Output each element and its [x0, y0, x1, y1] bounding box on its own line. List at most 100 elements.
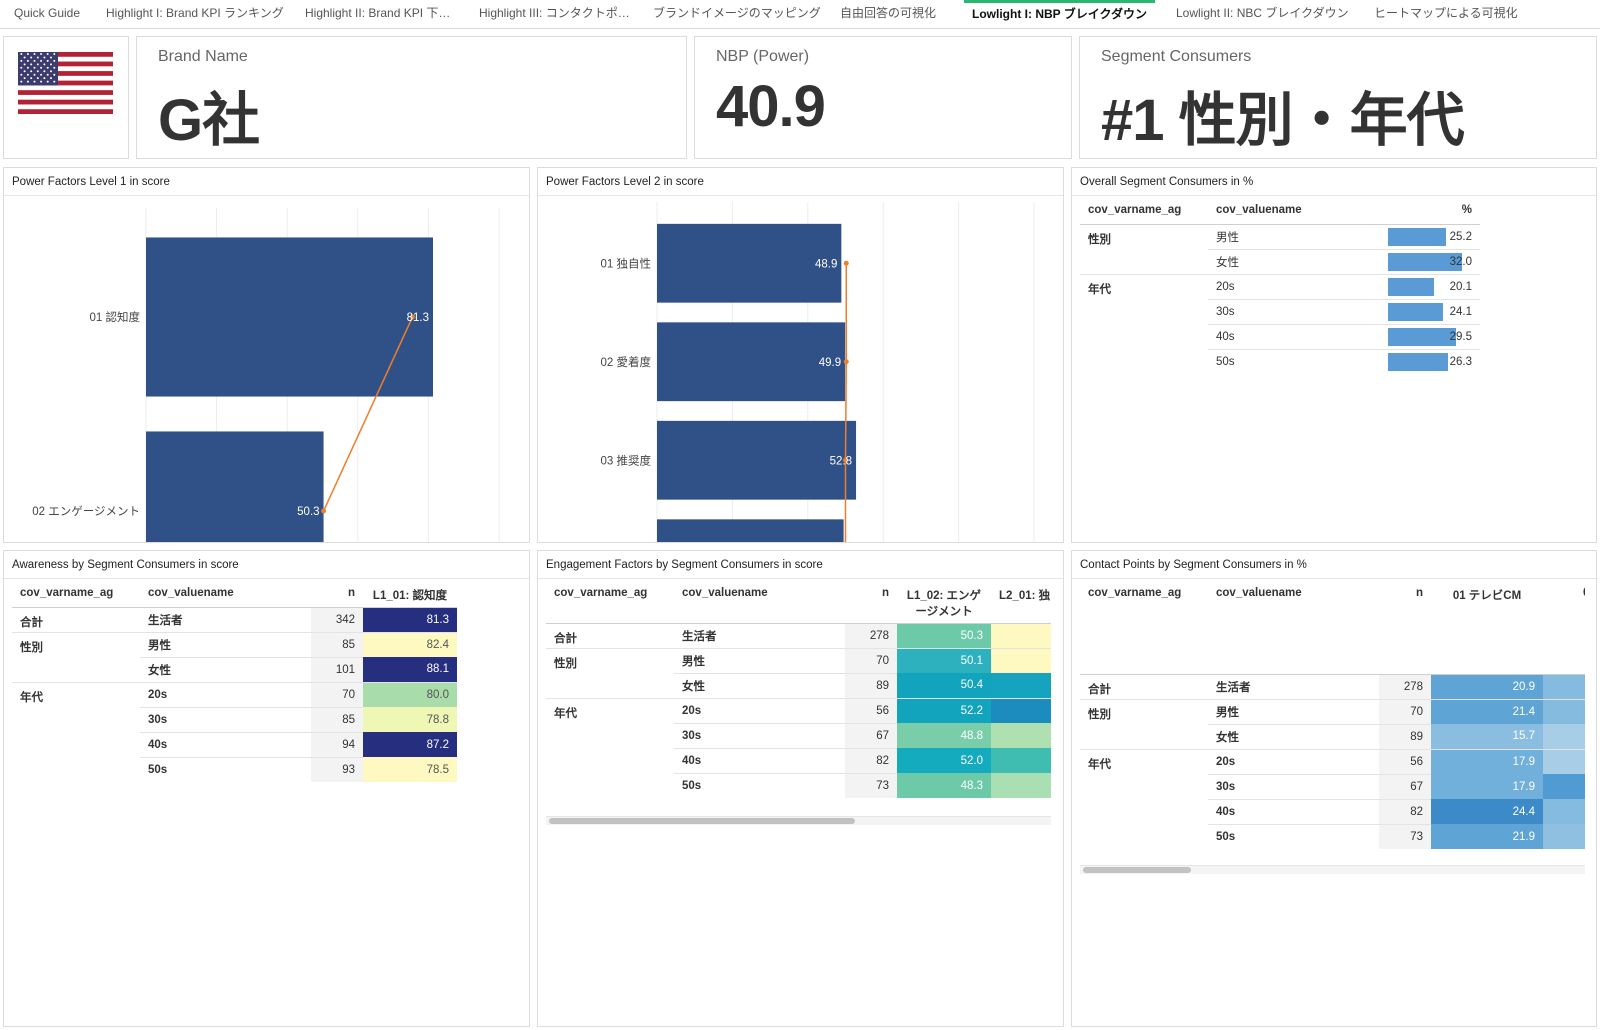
data-label: 48.9: [815, 258, 837, 270]
bar: [657, 420, 857, 500]
tab-highlight-3[interactable]: Highlight III: コンタクトポ…: [479, 6, 630, 20]
row-value-label: 生活者: [140, 606, 311, 632]
row-n-value: 93: [311, 756, 363, 782]
col-header-varname[interactable]: cov_varname_ag: [546, 587, 674, 624]
col-header-n[interactable]: n: [1379, 587, 1431, 675]
row-value-label: 女性: [1208, 248, 1388, 274]
engagement-table: cov_varname_ag cov_valuename n L1_02: エン…: [546, 587, 1051, 798]
col-header-varname[interactable]: cov_varname_ag: [12, 587, 140, 608]
col-header-n[interactable]: n: [311, 587, 363, 608]
heat-cell: 48.8: [897, 723, 991, 748]
heat-cell-next: [991, 647, 1051, 673]
row-value-label: 50s: [674, 772, 845, 798]
col-header-tv-cm[interactable]: 01 テレビCM: [1431, 587, 1543, 675]
nbp-label: NBP (Power): [716, 48, 810, 65]
col-header-engagement[interactable]: L1_02: エンゲージメント: [897, 587, 991, 624]
row-group-label: [12, 757, 140, 782]
brand-name-card: Brand Name G社: [136, 36, 687, 159]
row-value-label: 40s: [1208, 798, 1379, 824]
table-row: 40s 82 24.4: [1080, 798, 1585, 824]
contact-scroll-track[interactable]: [1080, 865, 1585, 874]
table-row: 30s 67 17.9: [1080, 773, 1585, 799]
col-header-valuename[interactable]: cov_valuename: [1208, 587, 1379, 675]
row-group-label: 年代: [546, 697, 674, 723]
row-group-label: 性別: [12, 631, 140, 657]
col-header-varname[interactable]: cov_varname_ag: [1080, 204, 1208, 225]
heat-cell-next: [1543, 824, 1585, 849]
table-row: 40s 94 87.2: [12, 731, 457, 757]
row-value-label: 生活者: [674, 622, 845, 648]
table-row: 50s 73 48.3: [546, 772, 1051, 798]
nbp-card: NBP (Power) 40.9: [694, 36, 1072, 159]
tab-highlight-1[interactable]: Highlight I: Brand KPI ランキング: [106, 6, 284, 20]
table-row: 性別 男性 70 50.1: [546, 647, 1051, 673]
tab-lowlight-1[interactable]: Lowlight I: NBP ブレイクダウン: [964, 0, 1156, 28]
row-group-label: 年代: [1080, 748, 1208, 774]
mean-point: [843, 359, 849, 365]
row-value-label: 男性: [1208, 223, 1388, 249]
pct-value: 24.1: [1449, 305, 1472, 318]
data-label: 50.3: [297, 506, 319, 518]
row-value-label: 女性: [674, 672, 845, 698]
row-value-label: 50s: [140, 756, 311, 782]
col-header-uniqueness[interactable]: L2_01: 独: [991, 587, 1051, 624]
col-header-valuename[interactable]: cov_valuename: [140, 587, 311, 608]
col-header-02[interactable]: 02: [1543, 587, 1585, 675]
flag-panel: [3, 36, 129, 159]
table-row: 40s 29.5: [1080, 323, 1480, 349]
col-header-pct[interactable]: %: [1388, 204, 1480, 225]
col-header-valuename[interactable]: cov_valuename: [674, 587, 845, 624]
table-row: 50s 93 78.5: [12, 756, 457, 782]
heat-cell: 82.4: [363, 631, 457, 657]
heat-cell-next: [1543, 724, 1585, 749]
tab-quick-guide[interactable]: Quick Guide: [14, 6, 81, 20]
contact-scrollbar[interactable]: [1083, 867, 1191, 873]
col-header-valuename[interactable]: cov_valuename: [1208, 204, 1388, 225]
col-header-awareness[interactable]: L1_01: 認知度: [363, 587, 457, 608]
category-label: 01 認知度: [90, 310, 141, 324]
row-value-label: 50s: [1208, 823, 1379, 849]
table-row: 性別 男性 25.2: [1080, 223, 1480, 249]
row-n-value: 85: [311, 631, 363, 657]
col-header-varname[interactable]: cov_varname_ag: [1080, 587, 1208, 675]
tab-brand-image-mapping[interactable]: ブランドイメージのマッピング: [653, 6, 821, 20]
table-row: 性別 男性 70 21.4: [1080, 698, 1585, 724]
row-group-label: 年代: [1080, 273, 1208, 299]
engagement-scrollbar[interactable]: [549, 818, 855, 824]
pct-bar: [1388, 227, 1446, 246]
row-group-label: [1080, 349, 1208, 374]
table-row: 合計 生活者 342 81.3: [12, 606, 457, 632]
tab-lowlight-2[interactable]: Lowlight II: NBC ブレイクダウン: [1176, 6, 1349, 20]
row-value-label: 30s: [1208, 773, 1379, 799]
pct-value: 25.2: [1449, 230, 1472, 243]
row-value-label: 男性: [1208, 698, 1379, 724]
row-group-label: [1080, 299, 1208, 324]
heat-cell: 78.8: [363, 707, 457, 732]
heat-cell: 15.7: [1431, 724, 1543, 749]
engagement-scroll-area[interactable]: cov_varname_ag cov_valuename n L1_02: エン…: [546, 587, 1051, 827]
tab-free-answer[interactable]: 自由回答の可視化: [840, 6, 937, 20]
row-n-value: 89: [1379, 723, 1431, 749]
segment-label: Segment Consumers: [1101, 48, 1252, 65]
tab-bar: Quick Guide Highlight I: Brand KPI ランキング…: [0, 0, 1600, 29]
row-group-label: [1080, 249, 1208, 274]
row-group-label: 合計: [12, 606, 140, 632]
row-group-label: [546, 748, 674, 773]
row-n-value: 342: [311, 606, 363, 632]
row-n-value: 278: [845, 622, 897, 648]
power-level1-title: Power Factors Level 1 in score: [12, 176, 170, 188]
contact-scroll-area[interactable]: cov_varname_ag cov_valuename n 01 テレビCM …: [1080, 587, 1585, 877]
brand-name-value: G社: [158, 88, 260, 153]
row-group-label: 性別: [1080, 698, 1208, 724]
row-group-label: [546, 673, 674, 698]
col-header-n[interactable]: n: [845, 587, 897, 624]
heat-cell-next: [991, 773, 1051, 798]
tab-heatmap[interactable]: ヒートマップによる可視化: [1374, 6, 1518, 20]
overall-segment-panel: Overall Segment Consumers in % cov_varna…: [1071, 167, 1597, 543]
row-value-label: 30s: [674, 722, 845, 748]
data-label: 52.8: [830, 455, 852, 467]
row-group-label: 合計: [546, 622, 674, 648]
tab-highlight-2[interactable]: Highlight II: Brand KPI 下…: [305, 6, 451, 20]
table-row: 女性 32.0: [1080, 248, 1480, 274]
engagement-panel: Engagement Factors by Segment Consumers …: [537, 550, 1064, 1027]
